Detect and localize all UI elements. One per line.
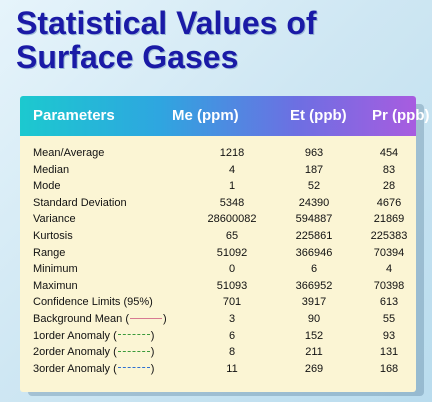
table-row: Variance 28600082 594887 21869: [20, 212, 416, 229]
row-label: Median: [33, 163, 70, 176]
cell-et: 3917: [301, 296, 327, 309]
cell-me: 3: [228, 312, 236, 325]
cell-pr: 131: [379, 346, 399, 359]
header-et: Et (ppb): [290, 107, 347, 124]
cell-me: 51093: [216, 279, 248, 292]
statistics-table: Parameters Me (ppm) Et (ppb) Pr (ppb) Me…: [20, 96, 430, 392]
cell-me: 6: [228, 329, 236, 342]
row-label-with-legend: 2order Anomaly (): [33, 346, 155, 359]
legend-line-solid: [130, 317, 163, 319]
title-line-1: Statistical Values of: [16, 5, 317, 41]
title-line-2: Surface Gases: [16, 39, 239, 75]
table-row: Range 51092 366946 70394: [20, 246, 416, 263]
cell-me: 5348: [219, 196, 245, 209]
row-label: Kurtosis: [33, 229, 73, 242]
cell-pr: 613: [379, 296, 399, 309]
cell-pr: 168: [379, 362, 399, 375]
cell-et: 90: [307, 312, 321, 325]
table-row: Median 4 187 83: [20, 163, 416, 180]
cell-et: 225861: [295, 229, 333, 242]
cell-et: 963: [304, 147, 324, 159]
table-row: 3order Anomaly () 11 269 168: [20, 362, 416, 379]
cell-pr: 55: [382, 312, 396, 325]
cell-pr: 93: [382, 329, 396, 342]
cell-et: 52: [307, 180, 321, 193]
cell-pr: 70398: [373, 279, 405, 292]
header-pr: Pr (ppb): [372, 107, 430, 124]
legend-line-dash-dot: [117, 334, 150, 336]
table-row: Minimum 0 6 4: [20, 262, 416, 279]
cell-me: 1: [228, 180, 236, 193]
table-row: Background Mean () 3 90 55: [20, 312, 416, 329]
cell-pr: 21869: [373, 213, 405, 226]
cell-et: 211: [305, 346, 323, 359]
cell-et: 152: [304, 329, 324, 342]
table-row: Mode 1 52 28: [20, 179, 416, 196]
cell-pr: 4: [385, 263, 393, 276]
cell-et: 6: [310, 263, 318, 276]
cell-me: 0: [228, 263, 236, 276]
cell-me: 8: [228, 346, 236, 359]
legend-line-dashed: [117, 367, 150, 369]
table-row: 2order Anomaly () 8 211 131: [20, 345, 416, 362]
row-label: Minimum: [33, 263, 78, 276]
table-row: Standard Deviation 5348 24390 4676: [20, 196, 416, 213]
cell-pr: 70394: [373, 246, 405, 259]
cell-et: 366946: [295, 246, 333, 259]
row-label: Background Mean: [33, 312, 123, 325]
row-label-with-legend: Background Mean (): [33, 312, 167, 325]
row-label: 2order Anomaly: [33, 346, 111, 359]
cell-pr: 83: [382, 163, 396, 176]
row-label: Maximun: [33, 279, 78, 292]
cell-me: 65: [225, 229, 239, 242]
row-label: Mean/Average: [33, 147, 105, 159]
cell-me: 1218: [219, 147, 245, 159]
table-row: Mean/Average 1218 963 454: [20, 146, 416, 163]
row-label: 1order Anomaly: [33, 329, 111, 342]
legend-line-dash-dot-dot: [117, 350, 150, 352]
table-body: Mean/Average 1218 963 454 Median 4 187 8…: [20, 146, 416, 378]
row-label: 3order Anomaly: [33, 362, 111, 375]
row-label: Range: [33, 246, 66, 259]
cell-me: 4: [228, 163, 236, 176]
page-title: Statistical Values of Surface Gases: [16, 6, 317, 74]
row-label: Standard Deviation: [33, 196, 127, 209]
row-label-with-legend: 1order Anomaly (): [33, 329, 155, 342]
cell-me: 11: [226, 362, 238, 375]
cell-et: 269: [304, 362, 324, 375]
header-me: Me (ppm): [172, 107, 239, 124]
table-row: Kurtosis 65 225861 225383: [20, 229, 416, 246]
table-row: Maximun 51093 366952 70398: [20, 279, 416, 296]
table-row: Confidence Limits (95%) 701 3917 613: [20, 295, 416, 312]
cell-et: 187: [304, 163, 324, 176]
cell-pr: 4676: [376, 196, 402, 209]
cell-pr: 454: [379, 147, 399, 159]
cell-me: 701: [222, 296, 242, 309]
cell-et: 366952: [295, 279, 333, 292]
table-row: 1order Anomaly () 6 152 93: [20, 329, 416, 346]
cell-pr: 28: [382, 180, 396, 193]
row-label-with-legend: 3order Anomaly (): [33, 362, 155, 375]
cell-me: 51092: [216, 246, 248, 259]
cell-pr: 225383: [370, 229, 408, 242]
row-label: Mode: [33, 180, 61, 193]
cell-et: 594887: [295, 213, 333, 226]
cell-me: 28600082: [207, 213, 257, 226]
header-parameters: Parameters: [33, 107, 115, 124]
row-label: Confidence Limits (95%): [33, 296, 153, 309]
cell-et: 24390: [298, 196, 330, 209]
table-header: Parameters Me (ppm) Et (ppb) Pr (ppb): [20, 96, 430, 136]
row-label: Variance: [33, 213, 76, 226]
